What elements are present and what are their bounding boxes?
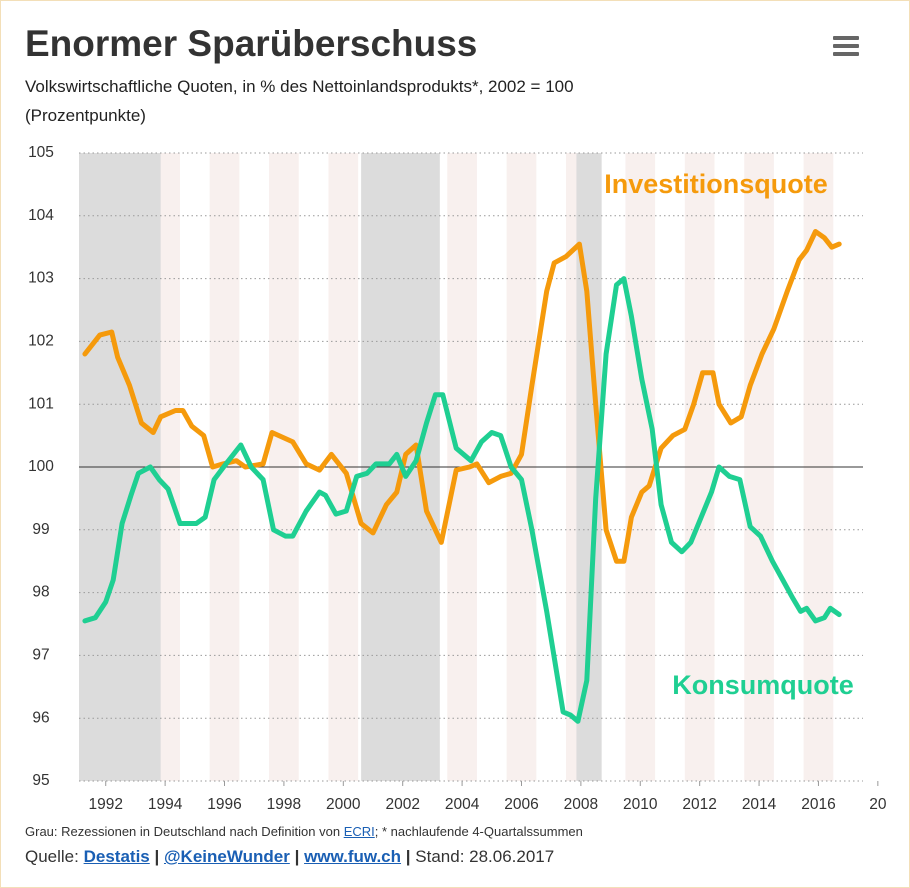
footnote: Grau: Rezessionen in Deutschland nach De… <box>25 824 583 839</box>
x-tick-label: 2010 <box>623 796 658 813</box>
y-tick-label: 97 <box>32 646 49 663</box>
link[interactable]: Destatis <box>83 847 150 866</box>
link[interactable]: @KeineWunder <box>163 847 290 866</box>
y-tick-label: 100 <box>28 458 54 475</box>
x-tick-label: 2000 <box>326 796 361 813</box>
x-tick-label: 2012 <box>682 796 716 813</box>
chart-subtitle: Volkswirtschaftliche Quoten, in % des Ne… <box>25 77 574 96</box>
x-tick-label: 2014 <box>742 796 777 813</box>
series-line <box>82 229 842 564</box>
chart-subtitle: (Prozentpunkte) <box>25 106 146 125</box>
x-tick-label: 1992 <box>88 796 122 813</box>
x-tick-label: 2006 <box>504 796 538 813</box>
chart: 95 96 97 98 99 100 101 102 103 104 105 1992 1994 1996… <box>28 144 887 813</box>
x-tick-label: 1998 <box>267 796 301 813</box>
y-tick-label: 104 <box>28 207 54 224</box>
series-line <box>82 276 842 724</box>
y-tick-label: 96 <box>32 709 49 726</box>
separator: | <box>294 847 300 866</box>
y-tick-label: 95 <box>32 772 49 789</box>
series-label: Konsumquote <box>672 670 854 700</box>
link[interactable]: www.fuw.ch <box>304 847 402 866</box>
x-tick-label: 1996 <box>207 796 241 813</box>
x-tick-label: 1994 <box>148 796 183 813</box>
chart-title: Enormer Sparüberschuss <box>25 23 478 64</box>
y-tick-label: 102 <box>28 332 54 349</box>
source-label: Quelle: <box>25 847 79 866</box>
x-tick-label: 2016 <box>801 796 835 813</box>
separator: | <box>154 847 160 866</box>
source-date: Stand: 28.06.2017 <box>415 847 555 866</box>
x-tick-label: 2008 <box>564 796 598 813</box>
note-text: Grau: Rezessionen in Deutschland nach De… <box>25 824 344 839</box>
y-tick-label: 99 <box>32 521 49 538</box>
menu-button[interactable] <box>833 36 859 58</box>
link[interactable]: ECRI <box>343 824 375 839</box>
x-tick-label: 20 <box>869 796 887 813</box>
x-tick-label: 2004 <box>445 796 480 813</box>
series-label: Investitionsquote <box>604 169 828 199</box>
separator: | <box>405 847 411 866</box>
y-tick-label: 98 <box>32 584 49 601</box>
note-text: ; * nachlaufende 4-Quartalssummen <box>374 824 583 839</box>
x-tick-label: 2002 <box>385 796 419 813</box>
y-tick-label: 101 <box>28 395 54 412</box>
y-tick-label: 103 <box>28 270 54 287</box>
y-tick-label: 105 <box>28 144 54 161</box>
source: Quelle: Destatis | @KeineWunder | www.fu… <box>25 847 554 867</box>
